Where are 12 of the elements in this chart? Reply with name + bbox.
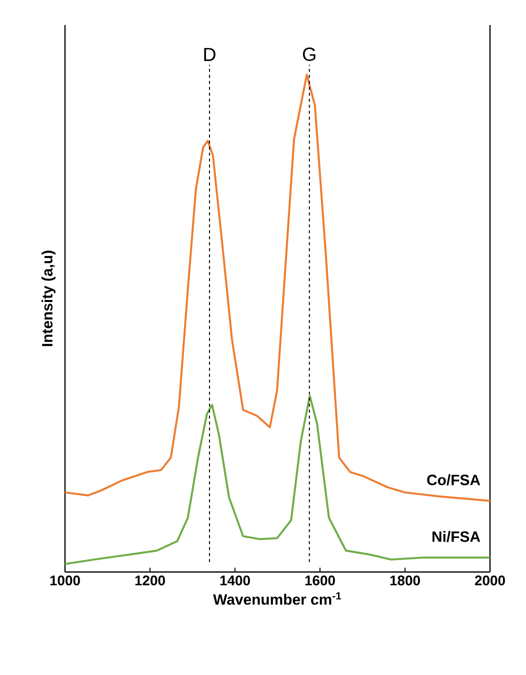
x-tick-label: 1200	[135, 576, 165, 586]
ref-line-label: D	[204, 48, 216, 61]
x-tick-label: 2000	[474, 576, 505, 586]
series-label: Ni/FSA	[432, 530, 480, 542]
ref-line-label: G	[302, 48, 316, 61]
x-tick-label: 1400	[220, 576, 250, 586]
x-tick-label: 1600	[305, 576, 335, 586]
x-axis-title: Wavenumber cm$^{-1}$	[213, 592, 342, 605]
x-tick-label: 1000	[50, 576, 80, 586]
series-label: Co/FSA	[427, 474, 480, 486]
x-tick-label: 1800	[390, 576, 420, 586]
y-axis-title: Intensity (a,u)	[42, 250, 56, 346]
